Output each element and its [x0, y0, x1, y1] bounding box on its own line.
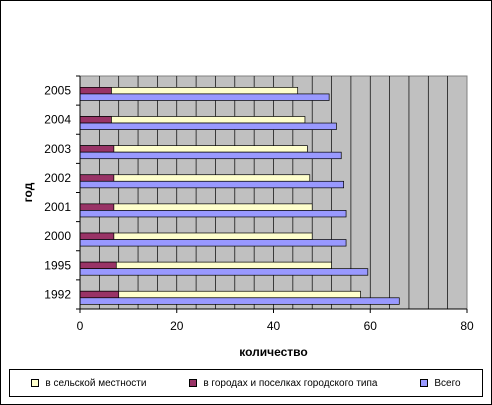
bar-rural-2001 — [79, 203, 313, 211]
y-tick-label: 2005 — [44, 84, 71, 98]
bar-urban-2003 — [79, 145, 115, 153]
bar-total-2005 — [79, 93, 330, 101]
y-tick-label: 2001 — [44, 200, 71, 214]
x-tick-label: 20 — [170, 319, 184, 333]
y-tick-label: 2004 — [44, 113, 71, 127]
legend: в сельской местности в городах и поселка… — [9, 369, 483, 397]
bar-rural-2000 — [79, 232, 313, 240]
x-tick-label: 0 — [77, 319, 84, 333]
y-axis-title: год — [21, 182, 35, 202]
y-tick-label: 1992 — [44, 287, 71, 301]
y-tick-label: 2003 — [44, 142, 71, 156]
bar-total-2001 — [79, 210, 347, 218]
bar-rural-1995 — [79, 261, 332, 270]
y-tick-label: 2000 — [44, 229, 71, 243]
bar-urban-1992 — [79, 290, 120, 299]
legend-item-urban: в городах и поселках городского типа — [189, 377, 378, 389]
legend-swatch-urban — [189, 379, 198, 387]
x-axis-title: количество — [239, 345, 307, 359]
bar-urban-2002 — [79, 174, 115, 182]
x-tick-label: 40 — [267, 319, 281, 333]
bar-total-2004 — [79, 122, 337, 130]
bar-urban-2004 — [79, 116, 112, 124]
legend-swatch-rural — [31, 379, 40, 387]
legend-item-rural: в сельской местности — [31, 378, 146, 389]
bar-total-2002 — [79, 180, 344, 189]
legend-item-total: Всего — [420, 377, 461, 389]
bar-chart: 0 20 40 60 80 1992 1995 2000 2001 2002 2003 2004 200… — [21, 75, 474, 359]
axes: 0 20 40 60 80 1992 1995 2000 2001 2002 2003 2004 200… — [44, 75, 474, 333]
legend-label-total: Всего — [434, 377, 461, 389]
bar-urban-2005 — [79, 87, 112, 95]
bar-urban-1995 — [79, 261, 117, 270]
bar-rural-1992 — [79, 290, 361, 299]
bar-total-2000 — [79, 239, 347, 247]
bar-total-1992 — [79, 297, 400, 305]
bar-total-1995 — [79, 268, 369, 276]
legend-label-rural: в сельской местности — [45, 377, 147, 389]
bar-rural-2005 — [79, 87, 299, 95]
bar-total-2003 — [79, 151, 342, 160]
bar-urban-2001 — [79, 203, 115, 211]
y-tick-label: 2002 — [44, 171, 71, 185]
legend-swatch-total — [420, 379, 429, 387]
x-tick-label: 60 — [364, 319, 378, 333]
bar-rural-2004 — [79, 116, 306, 124]
legend-label-urban: в городах и поселках городского типа — [203, 377, 378, 389]
x-tick-label: 80 — [460, 319, 474, 333]
bar-urban-2000 — [79, 232, 115, 240]
y-tick-label: 1995 — [44, 258, 71, 272]
bar-rural-2002 — [79, 174, 311, 182]
